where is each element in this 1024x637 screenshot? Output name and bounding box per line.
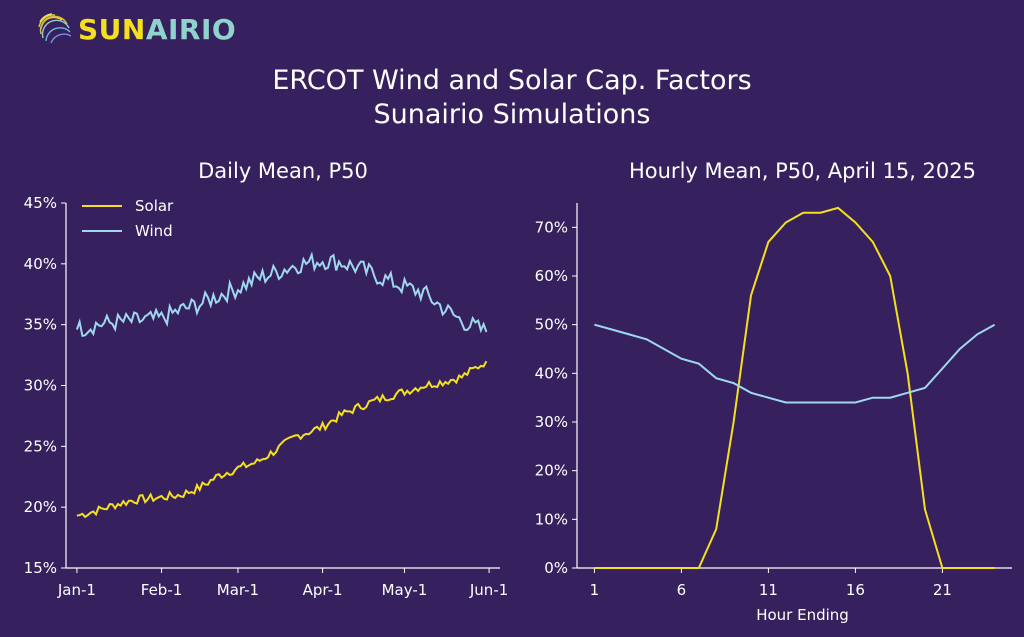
daily-wind-line <box>75 251 488 337</box>
right-x-tick-label: 21 <box>933 581 952 599</box>
right-x-axis-label: Hour Ending <box>756 606 849 624</box>
brand-logo: SUNAIRIO <box>36 12 236 48</box>
right-x-tick-label: 11 <box>759 581 778 599</box>
left-y-tick-label: 40% <box>24 255 57 273</box>
left-y-tick-label: 20% <box>24 498 57 516</box>
left-chart-title: Daily Mean, P50 <box>198 159 368 183</box>
figure-subtitle: Sunairio Simulations <box>373 99 651 130</box>
left-x-tick-label: May-1 <box>382 581 428 599</box>
hourly-solar-line <box>594 206 995 569</box>
right-y-tick-label: 30% <box>535 413 568 431</box>
left-y-tick-label: 25% <box>24 437 57 455</box>
legend-label-solar: Solar <box>135 197 174 215</box>
left-y-tick-label: 45% <box>24 194 57 212</box>
left-x-tick-label: Feb-1 <box>141 581 183 599</box>
figure-title: ERCOT Wind and Solar Cap. Factors <box>272 65 752 96</box>
legend-label-wind: Wind <box>135 222 173 240</box>
brand-name-part1: SUN <box>78 13 146 46</box>
left-x-tick-label: Apr-1 <box>303 581 343 599</box>
left-x-tick-label: Jun-1 <box>469 581 508 599</box>
right-x-tick-label: 1 <box>590 581 600 599</box>
right-x-tick-label: 16 <box>846 581 865 599</box>
sunburst-icon <box>38 13 72 44</box>
hourly-wind-line <box>594 323 996 404</box>
figure-titles: ERCOT Wind and Solar Cap. Factors Sunair… <box>0 64 1024 132</box>
right-x-tick-label: 6 <box>677 581 687 599</box>
brand-name-part2: AIRIO <box>145 13 237 46</box>
right-y-tick-label: 0% <box>544 559 568 577</box>
left-y-tick-label: 15% <box>24 559 57 577</box>
left-x-tick-label: Jan-1 <box>57 581 96 599</box>
daily-solar-line <box>76 360 488 519</box>
right-y-tick-label: 70% <box>535 218 568 236</box>
right-y-tick-label: 10% <box>535 510 568 528</box>
left-y-tick-label: 30% <box>24 377 57 395</box>
right-y-tick-label: 40% <box>535 364 568 382</box>
right-y-tick-label: 20% <box>535 462 568 480</box>
right-chart-title: Hourly Mean, P50, April 15, 2025 <box>629 159 976 183</box>
right-y-tick-label: 60% <box>535 267 568 285</box>
left-y-tick-label: 35% <box>24 316 57 334</box>
left-x-tick-label: Mar-1 <box>217 581 259 599</box>
brand-wordmark: SUNAIRIO <box>78 12 236 48</box>
right-y-tick-label: 50% <box>535 316 568 334</box>
